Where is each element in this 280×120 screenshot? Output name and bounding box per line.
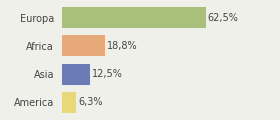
Bar — [62, 35, 105, 57]
Text: 62,5%: 62,5% — [208, 13, 239, 23]
Bar — [62, 7, 206, 28]
Text: 6,3%: 6,3% — [78, 97, 102, 107]
Bar — [62, 63, 90, 85]
Bar — [62, 92, 76, 113]
Text: 12,5%: 12,5% — [92, 69, 123, 79]
Text: 18,8%: 18,8% — [107, 41, 137, 51]
